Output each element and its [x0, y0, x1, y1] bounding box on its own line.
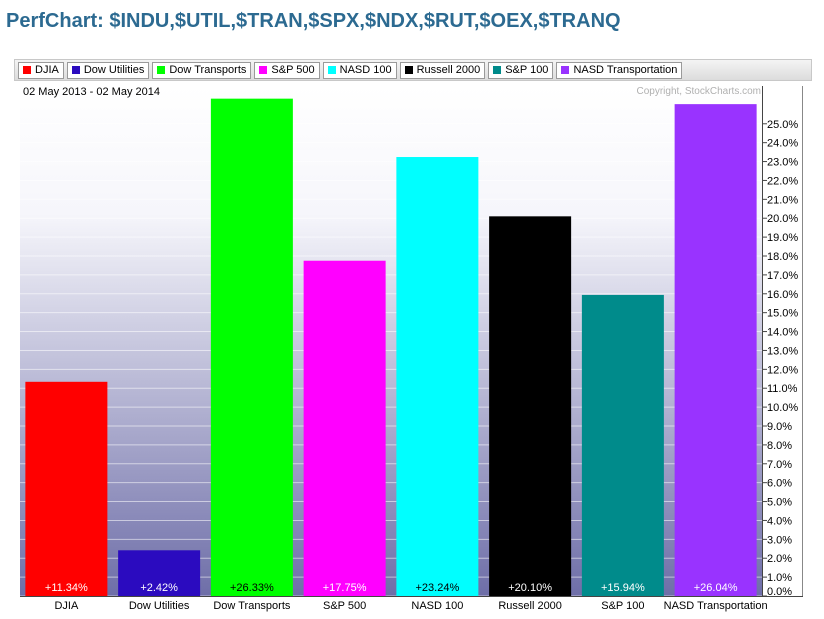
x-tick-label: NASD Transportation [664, 600, 768, 612]
legend-label: S&P 500 [271, 64, 315, 76]
y-tick-label: 14.0% [767, 327, 798, 339]
bar-value-label: +11.34% [45, 582, 88, 594]
y-tick-label: 24.0% [767, 138, 798, 150]
bar[interactable] [674, 104, 757, 596]
x-tick-label: Russell 2000 [498, 600, 562, 612]
bar[interactable] [118, 550, 201, 596]
plot-area: +11.34% +2.42% +26.33% +17.75% +23.24% +20.10… [20, 86, 762, 597]
y-tick-label: 25.0% [767, 119, 798, 131]
y-tick-label: 7.0% [767, 459, 792, 471]
y-tick-label: 11.0% [767, 383, 798, 395]
y-tick-label: 5.0% [767, 497, 792, 509]
y-tick-label: 20.0% [767, 213, 798, 225]
legend-swatch [71, 66, 80, 74]
legend-item[interactable]: NASD Transportation [556, 61, 683, 79]
legend-item[interactable]: NASD 100 [322, 61, 397, 79]
y-tick-label: 10.0% [767, 402, 798, 414]
bar-value-label: +26.04% [694, 582, 738, 594]
chart-title: PerfChart: $INDU,$UTIL,$TRAN,$SPX,$NDX,$… [6, 10, 621, 32]
legend-label: Dow Transports [169, 64, 247, 76]
legend-label: NASD 100 [339, 64, 392, 76]
y-tick-label: 17.0% [767, 270, 798, 282]
bar[interactable] [303, 260, 386, 596]
y-tick-label: 8.0% [767, 440, 792, 452]
x-tick-label: Dow Transports [213, 600, 291, 612]
bar-value-label: +23.24% [416, 582, 460, 594]
x-tick-label: NASD 100 [411, 600, 463, 612]
y-tick-label: 9.0% [767, 421, 792, 433]
legend-item[interactable]: DJIA [18, 61, 64, 79]
legend-label: Russell 2000 [416, 64, 481, 76]
y-tick-label: 23.0% [767, 157, 798, 169]
copyright-notice: Copyright, StockCharts.com [636, 86, 762, 97]
legend-swatch [561, 66, 570, 74]
y-tick-label: 13.0% [767, 345, 798, 357]
legend-label: S&P 100 [505, 64, 549, 76]
y-axis-ticks: 0.0% 1.0% 2.0% 3.0% 4.0% 5.0% 6.0% 7.0% 8.0% 9.0%… [763, 119, 798, 598]
bar[interactable] [25, 381, 108, 596]
bar-value-label: +2.42% [140, 582, 178, 594]
legend-swatch [327, 66, 336, 74]
legend-swatch [157, 66, 166, 74]
bar-value-label: +20.10% [508, 582, 552, 594]
y-tick-label: 6.0% [767, 478, 792, 490]
y-tick-label: 19.0% [767, 232, 798, 244]
y-tick-label: 3.0% [767, 534, 792, 546]
y-tick-label: 21.0% [767, 194, 798, 206]
legend-swatch [404, 66, 413, 74]
y-tick-label: 22.0% [767, 175, 798, 187]
legend-label: NASD Transportation [573, 64, 678, 76]
legend-item[interactable]: Russell 2000 [399, 61, 486, 79]
legend-label: Dow Utilities [83, 64, 145, 76]
bar-value-label: +26.33% [230, 582, 274, 594]
bar[interactable] [581, 294, 664, 596]
y-tick-label: 18.0% [767, 251, 798, 263]
legend-item[interactable]: Dow Transports [152, 61, 252, 79]
y-axis: 0.0% 1.0% 2.0% 3.0% 4.0% 5.0% 6.0% 7.0% 8.0% 9.0%… [762, 86, 803, 598]
y-tick-label: 16.0% [767, 289, 798, 301]
legend-swatch [259, 66, 268, 74]
bar[interactable] [210, 98, 293, 597]
x-axis-labels: DJIA Dow Utilities Dow Transports S&P 500 NA… [54, 600, 768, 612]
x-tick-label: DJIA [54, 600, 79, 612]
y-tick-label: 12.0% [767, 364, 798, 376]
y-tick-label: 0.0% [767, 586, 792, 596]
legend-swatch [23, 66, 31, 74]
legend-item[interactable]: Dow Utilities [66, 61, 150, 79]
bar[interactable] [396, 157, 479, 596]
x-tick-label: S&P 100 [601, 600, 644, 612]
bar[interactable] [489, 216, 572, 597]
legend-label: DJIA [35, 64, 59, 76]
legend-item[interactable]: S&P 500 [254, 61, 320, 79]
x-tick-label: S&P 500 [323, 600, 366, 612]
bar-value-label: +15.94% [601, 582, 645, 594]
y-tick-label: 4.0% [767, 515, 792, 527]
legend-swatch [493, 66, 502, 74]
x-axis-line [20, 596, 803, 597]
bar-value-label: +17.75% [323, 582, 367, 594]
legend-bar: DJIA Dow Utilities Dow Transports S&P 500 NA… [14, 59, 812, 81]
y-tick-label: 1.0% [767, 572, 792, 584]
bar-chart: +11.34% +2.42% +26.33% +17.75% +23.24% +20.10… [20, 86, 762, 597]
legend-item[interactable]: S&P 100 [488, 61, 554, 79]
y-tick-label: 15.0% [767, 308, 798, 320]
chart-right-border [802, 86, 803, 596]
x-tick-label: Dow Utilities [129, 600, 190, 612]
date-range: 02 May 2013 - 02 May 2014 [23, 86, 160, 98]
y-tick-label: 2.0% [767, 553, 792, 565]
